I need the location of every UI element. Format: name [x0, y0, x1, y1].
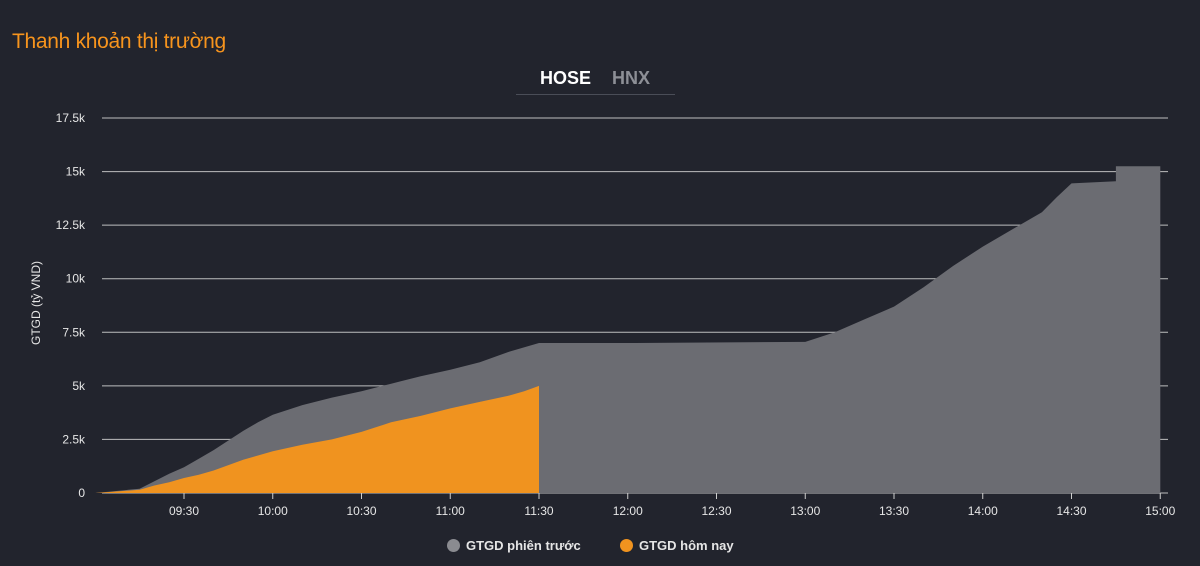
y-axis-label: GTGD (tỷ VND) [29, 261, 43, 345]
x-tick-label: 15:00 [1145, 504, 1175, 518]
tab-hose[interactable]: HOSE [540, 68, 592, 88]
y-tick-label: 12.5k [56, 218, 86, 232]
x-tick-label: 13:00 [790, 504, 820, 518]
y-tick-label: 15k [66, 165, 86, 179]
y-tick-label: 0 [78, 486, 85, 500]
y-tick-label: 7.5k [62, 325, 86, 339]
area-previous-session[interactable] [95, 166, 1161, 493]
legend-item-today[interactable]: GTGD hôm nay [620, 538, 734, 553]
legend-dot-previous [447, 539, 460, 552]
tab-hnx[interactable]: HNX [612, 68, 651, 88]
x-tick-label: 14:00 [968, 504, 998, 518]
page-title: Thanh khoản thị trường [12, 30, 226, 53]
x-tick-label: 13:30 [879, 504, 909, 518]
x-tick-label: 12:00 [613, 504, 643, 518]
area-layer [95, 166, 1161, 493]
x-tick-label: 10:00 [258, 504, 288, 518]
legend-item-previous[interactable]: GTGD phiên trước [447, 538, 581, 553]
y-tick-label: 5k [72, 379, 86, 393]
legend-label-today: GTGD hôm nay [639, 538, 734, 553]
x-tick-label: 09:30 [169, 504, 199, 518]
y-tick-label: 17.5k [56, 111, 86, 125]
exchange-tabs: HOSE HNX [516, 66, 675, 95]
axis-layer: 0 2.5k 5k 7.5k 10k 12.5k 15k 17.5k 09:30 10:00 10:… [56, 111, 1176, 518]
x-tick-label: 11:30 [524, 504, 553, 518]
y-tick-label: 10k [66, 272, 86, 286]
legend-dot-today [620, 539, 633, 552]
x-tick-label: 12:30 [701, 504, 731, 518]
legend-label-previous: GTGD phiên trước [466, 538, 581, 553]
x-tick-label: 10:30 [346, 504, 376, 518]
x-tick-label: 14:30 [1056, 504, 1086, 518]
y-tick-label: 2.5k [62, 432, 86, 446]
x-tick-label: 11:00 [436, 504, 465, 518]
chart-legend: GTGD phiên trước GTGD hôm nay [0, 538, 1200, 558]
area-today[interactable] [95, 385, 540, 493]
